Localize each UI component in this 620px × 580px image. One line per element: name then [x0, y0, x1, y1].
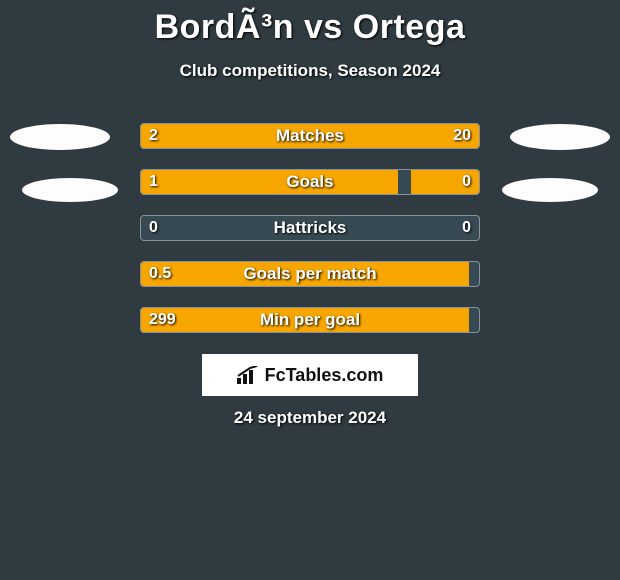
bar-track: 0.5Goals per match [140, 261, 480, 287]
bar-chart-icon [237, 366, 259, 384]
metric-row: 0.5Goals per match [0, 261, 620, 287]
metric-label: Goals per match [141, 262, 479, 286]
generation-date: 24 september 2024 [0, 408, 620, 428]
metrics-rows: 220Matches 10Goals 00Hattricks 0.5Goals per… [0, 123, 620, 333]
metric-row: 220Matches [0, 123, 620, 149]
metric-label: Min per goal [141, 308, 479, 332]
metric-label: Goals [141, 170, 479, 194]
bar-track: 00Hattricks [140, 215, 480, 241]
bar-track: 299Min per goal [140, 307, 480, 333]
bar-track: 220Matches [140, 123, 480, 149]
page-title: BordÃ³n vs Ortega [0, 0, 620, 47]
metric-row: 299Min per goal [0, 307, 620, 333]
metric-row: 00Hattricks [0, 215, 620, 241]
comparison-page: BordÃ³n vs Ortega Club competitions, Sea… [0, 0, 620, 580]
metric-row: 10Goals [0, 169, 620, 195]
metric-label: Matches [141, 124, 479, 148]
logo-label: FcTables.com [265, 365, 384, 386]
source-logo: FcTables.com [202, 354, 418, 396]
page-subtitle: Club competitions, Season 2024 [0, 61, 620, 81]
bar-track: 10Goals [140, 169, 480, 195]
logo-text: FcTables.com [237, 365, 384, 386]
metric-label: Hattricks [141, 216, 479, 240]
